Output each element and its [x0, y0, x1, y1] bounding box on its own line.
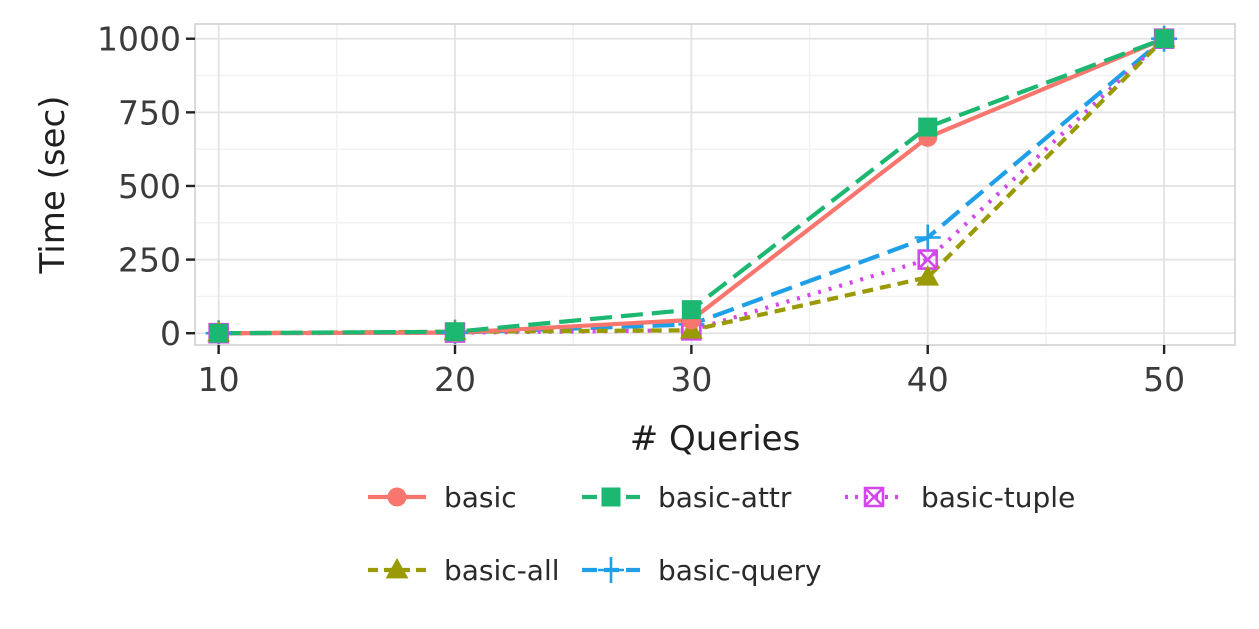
series-line-basic-tuple: [218, 37, 1166, 336]
legend-item-basic-attr: basic-attr: [582, 481, 792, 514]
y-axis-title: Time (sec): [33, 96, 73, 275]
series-markers: [205, 25, 1178, 347]
data-point-basic-attr: [209, 323, 229, 343]
data-point-basic-attr: [918, 117, 938, 137]
legend-item-basic-query: basic-query: [582, 554, 822, 587]
legend-key-marker: [598, 557, 624, 583]
legend-item-basic-all: basic-all: [368, 554, 560, 587]
plot-panel-border: [194, 23, 1236, 346]
x-tick-label: 40: [907, 360, 949, 399]
data-point-basic-all: [916, 265, 940, 286]
data-point-basic-attr: [1154, 29, 1174, 49]
grid: [195, 24, 1235, 345]
legend-label: basic-all: [444, 554, 560, 587]
x-tick-label: 30: [670, 360, 712, 399]
x-tick-label: 10: [198, 360, 240, 399]
legend-label: basic: [444, 481, 517, 514]
legend-key-marker: [863, 486, 885, 508]
legend-key-marker: [387, 487, 407, 507]
y-tick-label: 500: [118, 167, 181, 206]
legend-label: basic-tuple: [921, 481, 1075, 514]
legend-item-basic: basic: [368, 481, 517, 514]
x-tick-label: 50: [1143, 360, 1185, 399]
data-point-basic-attr: [445, 322, 465, 342]
x-tick-label: 20: [434, 360, 476, 399]
y-tick-label: 0: [160, 314, 181, 353]
legend-label: basic-attr: [658, 481, 792, 514]
data-point-basic-query: [914, 224, 941, 251]
y-tick-label: 250: [118, 241, 181, 280]
data-point-basic-tuple: [917, 249, 939, 270]
legend-item-basic-tuple: basic-tuple: [845, 481, 1075, 514]
legend: basic basic-attr basic-tuple basic-all basic…: [368, 481, 1075, 587]
legend-label: basic-query: [658, 554, 822, 587]
legend-key-marker: [601, 487, 621, 507]
y-tick-label: 1000: [97, 20, 181, 59]
x-axis-title: # Queries: [630, 419, 801, 459]
y-tick-label: 750: [118, 93, 181, 132]
legend-key-marker: [385, 558, 409, 579]
data-point-basic-attr: [681, 300, 701, 320]
